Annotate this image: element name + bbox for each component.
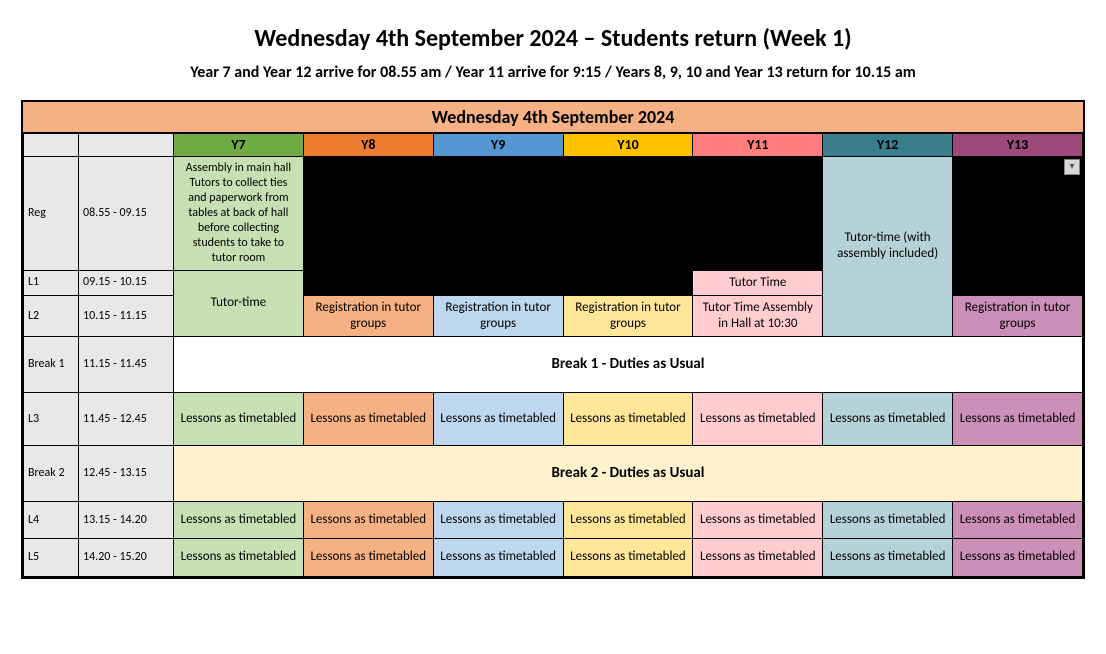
break2-cell: Break 2 - Duties as Usual [174,446,1083,502]
page-title: Wednesday 4th September 2024 – Students … [20,24,1086,53]
time-l2: 10.15 - 11.15 [79,295,174,337]
y12-reg: Tutor-time (with assembly included) [823,156,953,337]
row-break1: Break 1 11.15 - 11.45 Break 1 - Duties a… [24,337,1083,393]
col-y12: Y12 [823,134,953,157]
y7-reg: Assembly in main hall Tutors to collect … [174,156,304,270]
col-y11: Y11 [693,134,823,157]
y11-l2: Tutor Time Assembly in Hall at 10:30 [693,295,823,337]
y10-reg [563,156,693,295]
y9-l3: Lessons as timetabled [433,393,563,446]
y8-l2: Registration in tutor groups [303,295,433,337]
y9-reg [433,156,563,295]
time-reg: 08.55 - 09.15 [79,156,174,270]
col-y13: Y13 [953,134,1083,157]
time-l1: 09.15 - 10.15 [79,270,174,295]
y10-l4: Lessons as timetabled [563,502,693,539]
y8-reg [303,156,433,295]
time-b2: 12.45 - 13.15 [79,446,174,502]
col-y9: Y9 [433,134,563,157]
col-y8: Y8 [303,134,433,157]
col-y10: Y10 [563,134,693,157]
y11-l1: Tutor Time [693,270,823,295]
page-subtitle: Year 7 and Year 12 arrive for 08.55 am /… [20,63,1086,82]
y11-l3: Lessons as timetabled [693,393,823,446]
header-blank-2 [79,134,174,157]
y10-l5: Lessons as timetabled [563,539,693,576]
period-l2: L2 [24,295,79,337]
row-reg: Reg 08.55 - 09.15 Assembly in main hall … [24,156,1083,270]
y12-l3: Lessons as timetabled [823,393,953,446]
y9-l4: Lessons as timetabled [433,502,563,539]
period-b1: Break 1 [24,337,79,393]
dropdown-icon[interactable]: ▾ [1064,159,1080,175]
date-banner: Wednesday 4th September 2024 [23,102,1083,133]
time-b1: 11.15 - 11.45 [79,337,174,393]
y13-l4: Lessons as timetabled [953,502,1083,539]
y13-l2: Registration in tutor groups [953,295,1083,337]
time-l4: 13.15 - 14.20 [79,502,174,539]
y8-l3: Lessons as timetabled [303,393,433,446]
y11-l5: Lessons as timetabled [693,539,823,576]
period-reg: Reg [24,156,79,270]
y7-l3: Lessons as timetabled [174,393,304,446]
col-y7: Y7 [174,134,304,157]
time-l5: 14.20 - 15.20 [79,539,174,576]
period-b2: Break 2 [24,446,79,502]
y11-l4: Lessons as timetabled [693,502,823,539]
y7-l1: Tutor-time [174,270,304,337]
row-l5: L5 14.20 - 15.20 Lessons as timetabled L… [24,539,1083,576]
row-l4: L4 13.15 - 14.20 Lessons as timetabled L… [24,502,1083,539]
break1-cell: Break 1 - Duties as Usual [174,337,1083,393]
period-l1: L1 [24,270,79,295]
y9-l5: Lessons as timetabled [433,539,563,576]
y11-reg [693,156,823,270]
header-blank-1 [24,134,79,157]
y10-l2: Registration in tutor groups [563,295,693,337]
y10-l3: Lessons as timetabled [563,393,693,446]
y12-l4: Lessons as timetabled [823,502,953,539]
header-row: Y7 Y8 Y9 Y10 Y11 Y12 Y13 [24,134,1083,157]
period-l4: L4 [24,502,79,539]
period-l3: L3 [24,393,79,446]
y13-l3: Lessons as timetabled [953,393,1083,446]
row-break2: Break 2 12.45 - 13.15 Break 2 - Duties a… [24,446,1083,502]
y13-reg: ▾ [953,156,1083,295]
y7-l4: Lessons as timetabled [174,502,304,539]
y8-l5: Lessons as timetabled [303,539,433,576]
y7-l5: Lessons as timetabled [174,539,304,576]
y12-l5: Lessons as timetabled [823,539,953,576]
row-l3: L3 11.45 - 12.45 Lessons as timetabled L… [24,393,1083,446]
timetable: Y7 Y8 Y9 Y10 Y11 Y12 Y13 Reg 08.55 - 09.… [23,133,1083,577]
time-l3: 11.45 - 12.45 [79,393,174,446]
y9-l2: Registration in tutor groups [433,295,563,337]
period-l5: L5 [24,539,79,576]
y8-l4: Lessons as timetabled [303,502,433,539]
timetable-container: Wednesday 4th September 2024 Y7 Y8 Y9 Y1… [21,100,1085,579]
y13-l5: Lessons as timetabled [953,539,1083,576]
